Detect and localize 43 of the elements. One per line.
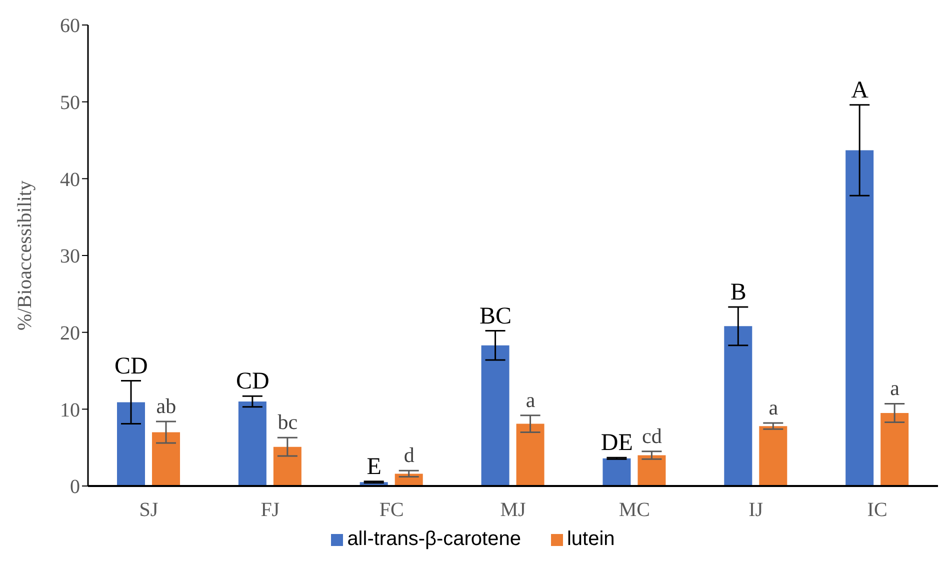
annotation: E xyxy=(366,454,382,480)
annotation: d xyxy=(404,443,415,468)
bar xyxy=(638,455,666,486)
legend-label: all-trans-β-carotene xyxy=(347,528,521,550)
annotation: cd xyxy=(642,424,662,448)
annotation: a xyxy=(526,388,536,412)
y-axis-title: %/Bioaccessibility xyxy=(14,180,36,330)
bar xyxy=(880,413,909,486)
bar xyxy=(238,401,266,486)
bar xyxy=(516,424,544,486)
annotation: a xyxy=(890,376,900,400)
x-tick-label: FJ xyxy=(260,499,280,522)
annotation: ab xyxy=(156,394,176,418)
x-tick-label: MJ xyxy=(500,499,526,522)
x-tick-label: IC xyxy=(867,499,888,522)
legend-label: lutein xyxy=(566,528,615,550)
annotation: BC xyxy=(479,303,512,330)
bar xyxy=(724,326,752,486)
x-tick-label: FC xyxy=(379,499,404,522)
annotation: A xyxy=(851,77,870,104)
annotation: CD xyxy=(114,353,148,380)
annotation: a xyxy=(768,395,779,420)
bar xyxy=(846,150,874,486)
annotation: CD xyxy=(236,368,270,395)
y-tick-label: 10 xyxy=(60,399,80,422)
y-tick-label: 60 xyxy=(60,15,80,38)
y-tick-label: 20 xyxy=(60,322,80,344)
y-tick-label: 50 xyxy=(60,92,80,114)
bar xyxy=(117,402,145,486)
annotation: B xyxy=(730,280,746,306)
bar xyxy=(273,446,302,486)
annotation: bc xyxy=(278,410,298,434)
bar xyxy=(602,458,631,486)
y-tick-label: 40 xyxy=(60,168,80,191)
bar xyxy=(759,426,788,486)
y-tick-label: 0 xyxy=(70,476,80,498)
x-tick-label: MC xyxy=(618,499,650,522)
bar xyxy=(481,345,510,486)
y-tick-label: 30 xyxy=(60,246,80,268)
bar xyxy=(152,432,180,486)
annotation: DE xyxy=(600,430,633,456)
x-tick-label: IJ xyxy=(748,499,764,522)
x-tick-label: SJ xyxy=(139,499,158,522)
